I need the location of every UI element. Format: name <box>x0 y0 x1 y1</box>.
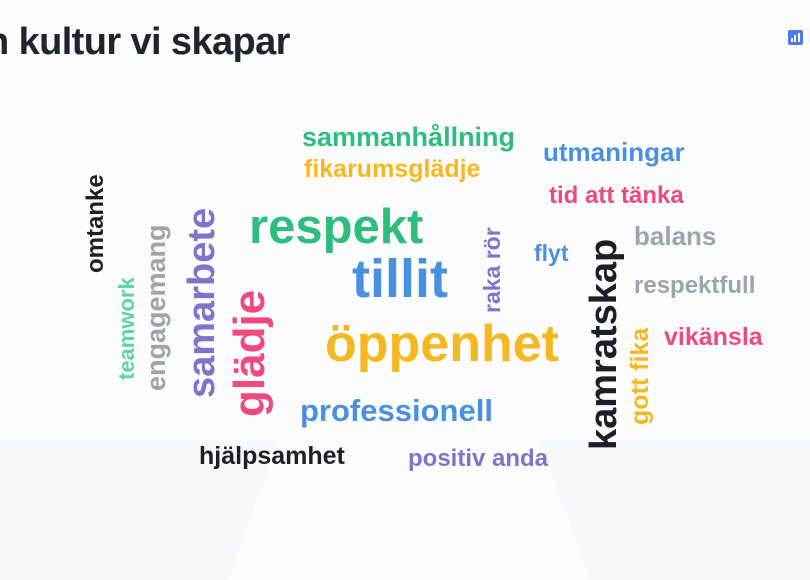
brand-name: Me <box>809 26 810 49</box>
word-cloud-item: tillit <box>352 249 448 309</box>
slide-title: n kultur vi skapar <box>0 21 290 63</box>
word-cloud-item: omtanke <box>82 174 109 273</box>
bar-chart-icon <box>787 30 803 45</box>
word-cloud-item: engagemang <box>141 224 171 391</box>
word-cloud-item: raka rör <box>479 227 505 313</box>
word-cloud-item: teamwork <box>114 277 139 380</box>
word-cloud-item: respektfull <box>634 272 756 299</box>
word-cloud-item: respekt <box>249 200 424 254</box>
word-cloud-item: tid att tänka <box>549 182 684 209</box>
word-cloud-item: kamratskap <box>583 238 625 450</box>
word-cloud-item: flyt <box>534 240 569 266</box>
word-cloud-item: utmaningar <box>543 137 685 167</box>
word-cloud-item: glädje <box>225 289 274 417</box>
word-cloud-item: öppenhet <box>325 315 559 373</box>
word-cloud-item: hjälpsamhet <box>199 442 345 470</box>
word-cloud-item: professionell <box>300 393 493 428</box>
word-cloud-item: positiv anda <box>408 445 549 472</box>
word-cloud-item: fikarumsglädje <box>304 155 481 183</box>
brand-logo: Me <box>787 26 810 49</box>
word-cloud-item: vikänsla <box>664 323 763 351</box>
word-cloud-item: samarbete <box>181 207 223 398</box>
word-cloud-item: balans <box>634 221 717 251</box>
word-cloud-item: gott fika <box>626 327 654 425</box>
word-cloud-item: sammanhållning <box>302 122 516 152</box>
